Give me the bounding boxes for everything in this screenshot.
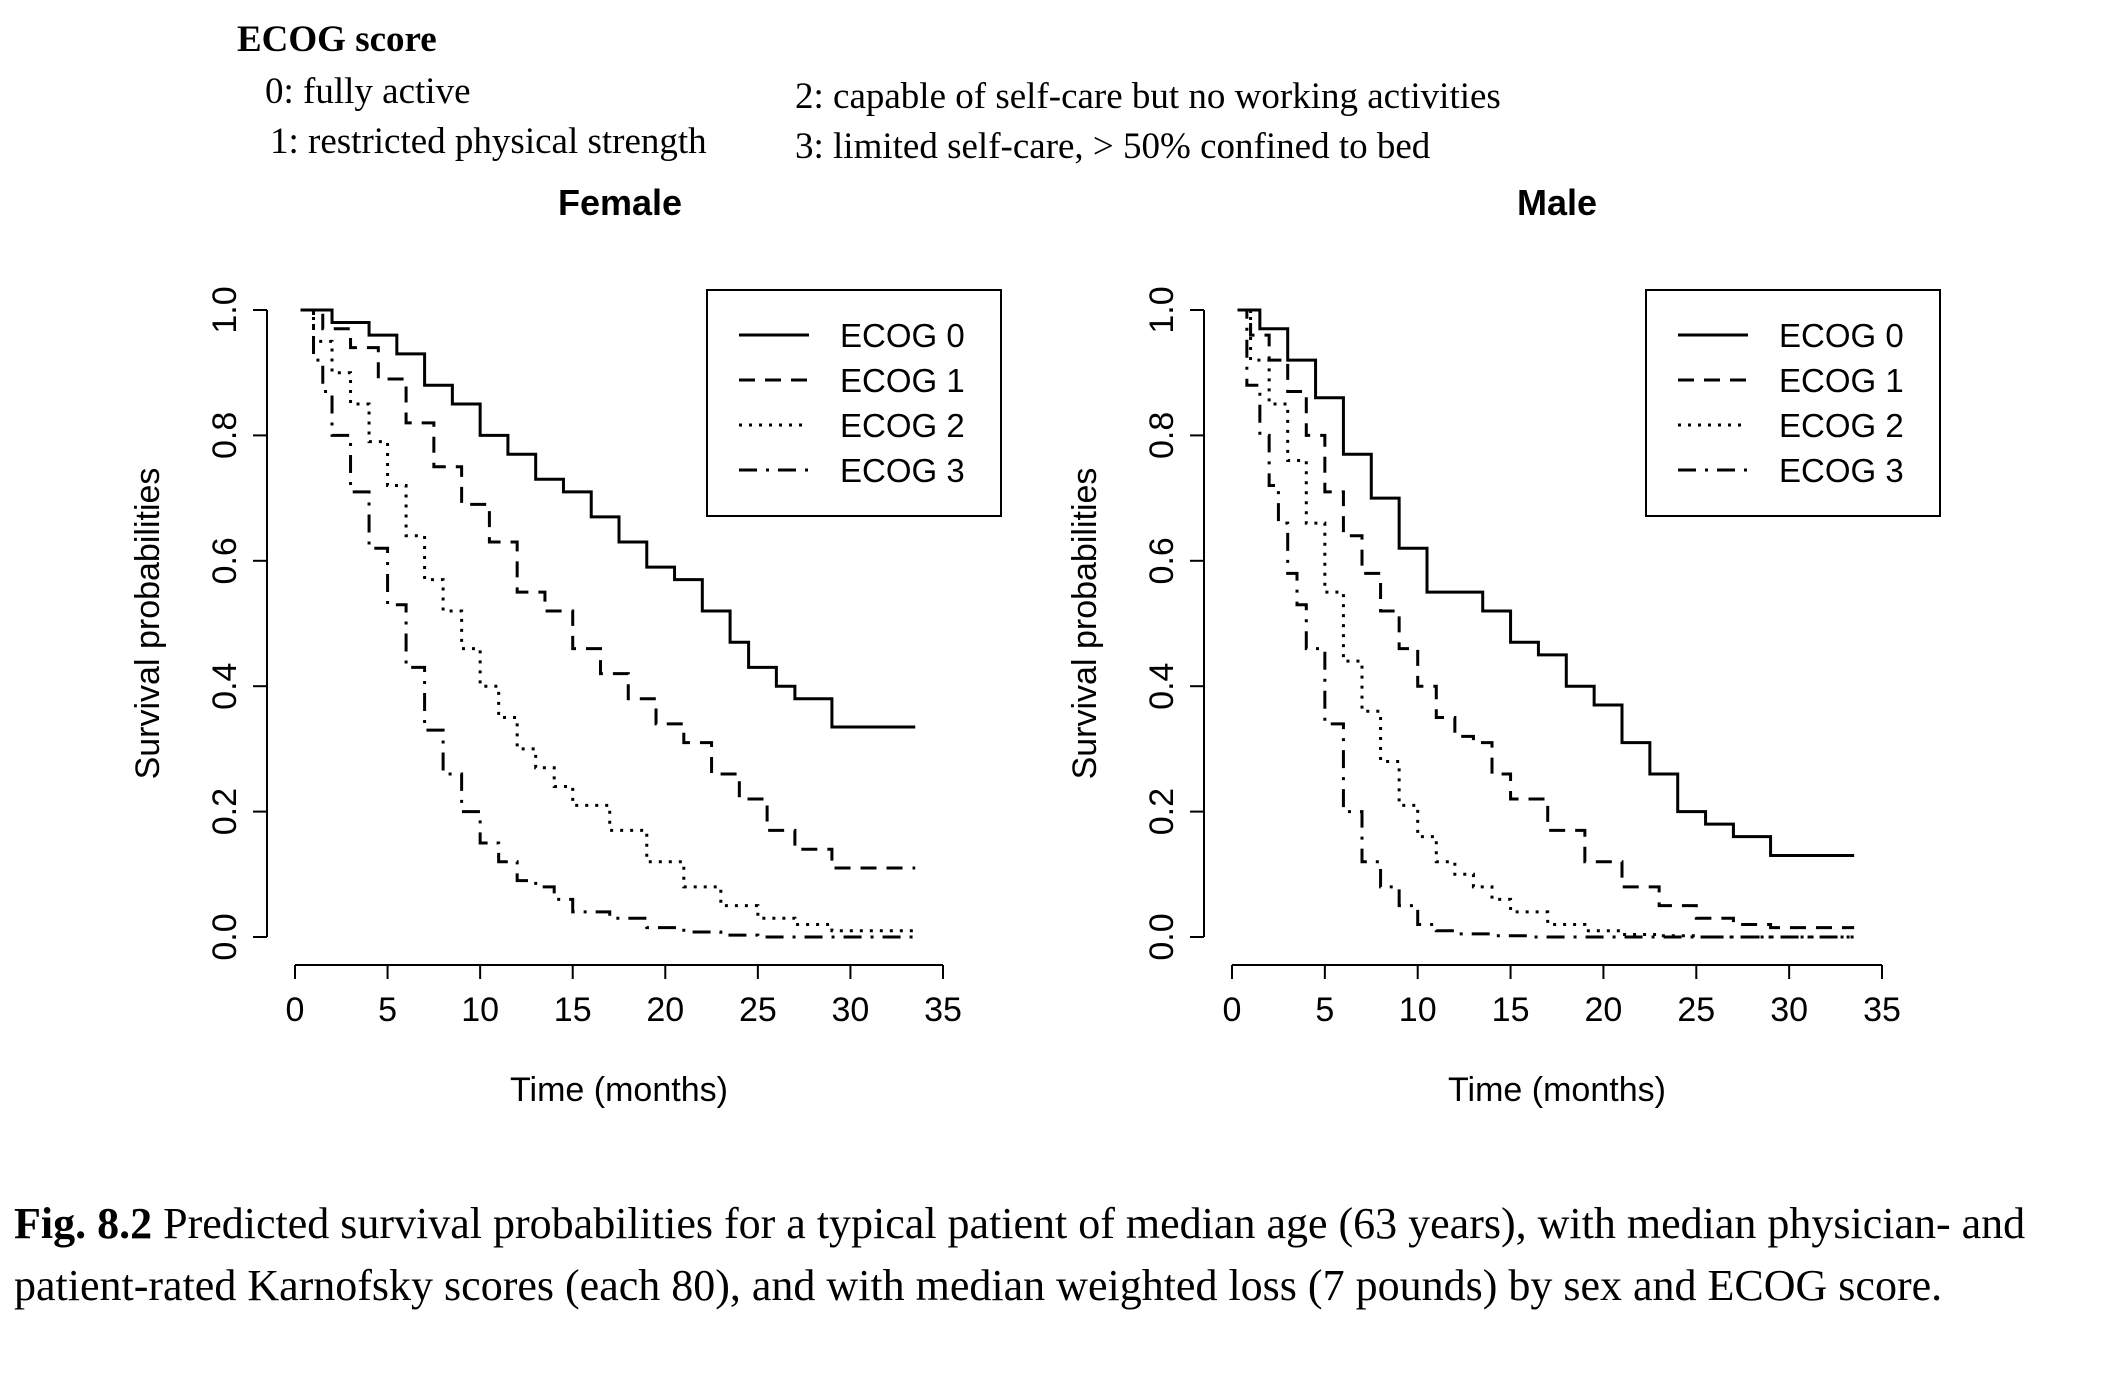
chart-1-y-tick-label: 0.4 <box>1143 663 1181 710</box>
chart-1-y-tick-label: 0.0 <box>1143 913 1181 960</box>
chart-0-x-tick-label: 20 <box>646 991 684 1029</box>
chart-0-y-tick-label: 0.8 <box>206 412 244 459</box>
chart-1-series-0-line <box>1237 308 1855 857</box>
chart-0-y-tick-label: 1.0 <box>206 286 244 333</box>
chart-0-x-tick-label: 10 <box>461 991 499 1029</box>
chart-1-x-tick-label: 0 <box>1223 991 1242 1029</box>
chart-0-x-tick-label: 5 <box>378 991 397 1029</box>
chart-1-series-3-line <box>1237 308 1855 939</box>
chart-0-y-tick-label: 0.2 <box>206 788 244 835</box>
chart-0-x-tick-label: 15 <box>554 991 592 1029</box>
ecog-legend-item-1: 1: restricted physical strength <box>270 121 707 162</box>
chart-1-legend-box <box>1645 289 1941 517</box>
ecog-legend-item-0: 0: fully active <box>265 71 471 112</box>
chart-1-title: Male <box>1517 182 1597 223</box>
chart-0-x-tick-label: 25 <box>739 991 777 1029</box>
chart-1-y-tick-label: 0.6 <box>1143 537 1181 584</box>
chart-0-y-axis-label: Survival probabilities <box>129 468 167 780</box>
chart-1-x-tick-label: 15 <box>1492 991 1530 1029</box>
chart-1-y-tick-label: 0.8 <box>1143 412 1181 459</box>
chart-0-y-tick-label: 0.0 <box>206 913 244 960</box>
chart-1-x-tick-label: 5 <box>1315 991 1334 1029</box>
figure-caption: Fig. 8.2 Predicted survival probabilitie… <box>14 1193 2094 1317</box>
ecog-legend-item-3: 3: limited self-care, > 50% confined to … <box>795 126 1431 167</box>
chart-0-legend-label-3: ECOG 3 <box>840 452 965 489</box>
chart-0-series-1-line <box>300 308 916 870</box>
survival-charts: Female 0 5 10 15 20 25 30 35 Time (months) 0.0 0.2 0… <box>129 182 1941 1109</box>
figure-label: Fig. 8.2 <box>14 1199 153 1248</box>
chart-0-series-0-line <box>300 308 916 729</box>
chart-0-legend-box <box>706 289 1002 517</box>
chart-1-legend-label-1: ECOG 1 <box>1779 362 1904 399</box>
chart-0-title: Female <box>558 182 682 223</box>
chart-1-y-axis-label: Survival probabilities <box>1066 468 1104 780</box>
chart-1-series-1-line <box>1237 308 1855 930</box>
chart-0-legend-label-1: ECOG 1 <box>840 362 965 399</box>
ecog-legend-item-2: 2: capable of self-care but no working a… <box>795 76 1501 117</box>
chart-1-y-tick-label: 1.0 <box>1143 286 1181 333</box>
chart-1-legend-label-0: ECOG 0 <box>1779 317 1904 354</box>
chart-1-x-tick-label: 10 <box>1399 991 1437 1029</box>
chart-1-x-axis-label: Time (months) <box>1448 1071 1666 1109</box>
chart-1-x-tick-label: 30 <box>1770 991 1808 1029</box>
chart-0-y-tick-label: 0.4 <box>206 663 244 710</box>
chart-0-legend-label-0: ECOG 0 <box>840 317 965 354</box>
chart-0-x-tick-label: 30 <box>832 991 870 1029</box>
chart-0-x-tick-label: 0 <box>286 991 305 1029</box>
chart-0-y-tick-label: 0.6 <box>206 537 244 584</box>
chart-1-x-tick-label: 25 <box>1677 991 1715 1029</box>
ecog-legend-title: ECOG score <box>237 19 437 60</box>
chart-0-x-tick-label: 35 <box>924 991 962 1029</box>
chart-1-x-tick-label: 20 <box>1585 991 1623 1029</box>
chart-1-x-tick-label: 35 <box>1863 991 1901 1029</box>
figure-caption-text: Predicted survival probabilities for a t… <box>14 1199 2026 1310</box>
chart-1-legend-label-2: ECOG 2 <box>1779 407 1904 444</box>
chart-0-series-3-line <box>300 308 916 939</box>
chart-0-legend-label-2: ECOG 2 <box>840 407 965 444</box>
chart-1-legend-label-3: ECOG 3 <box>1779 452 1904 489</box>
chart-0-x-axis-label: Time (months) <box>510 1071 728 1109</box>
chart-1-y-tick-label: 0.2 <box>1143 788 1181 835</box>
